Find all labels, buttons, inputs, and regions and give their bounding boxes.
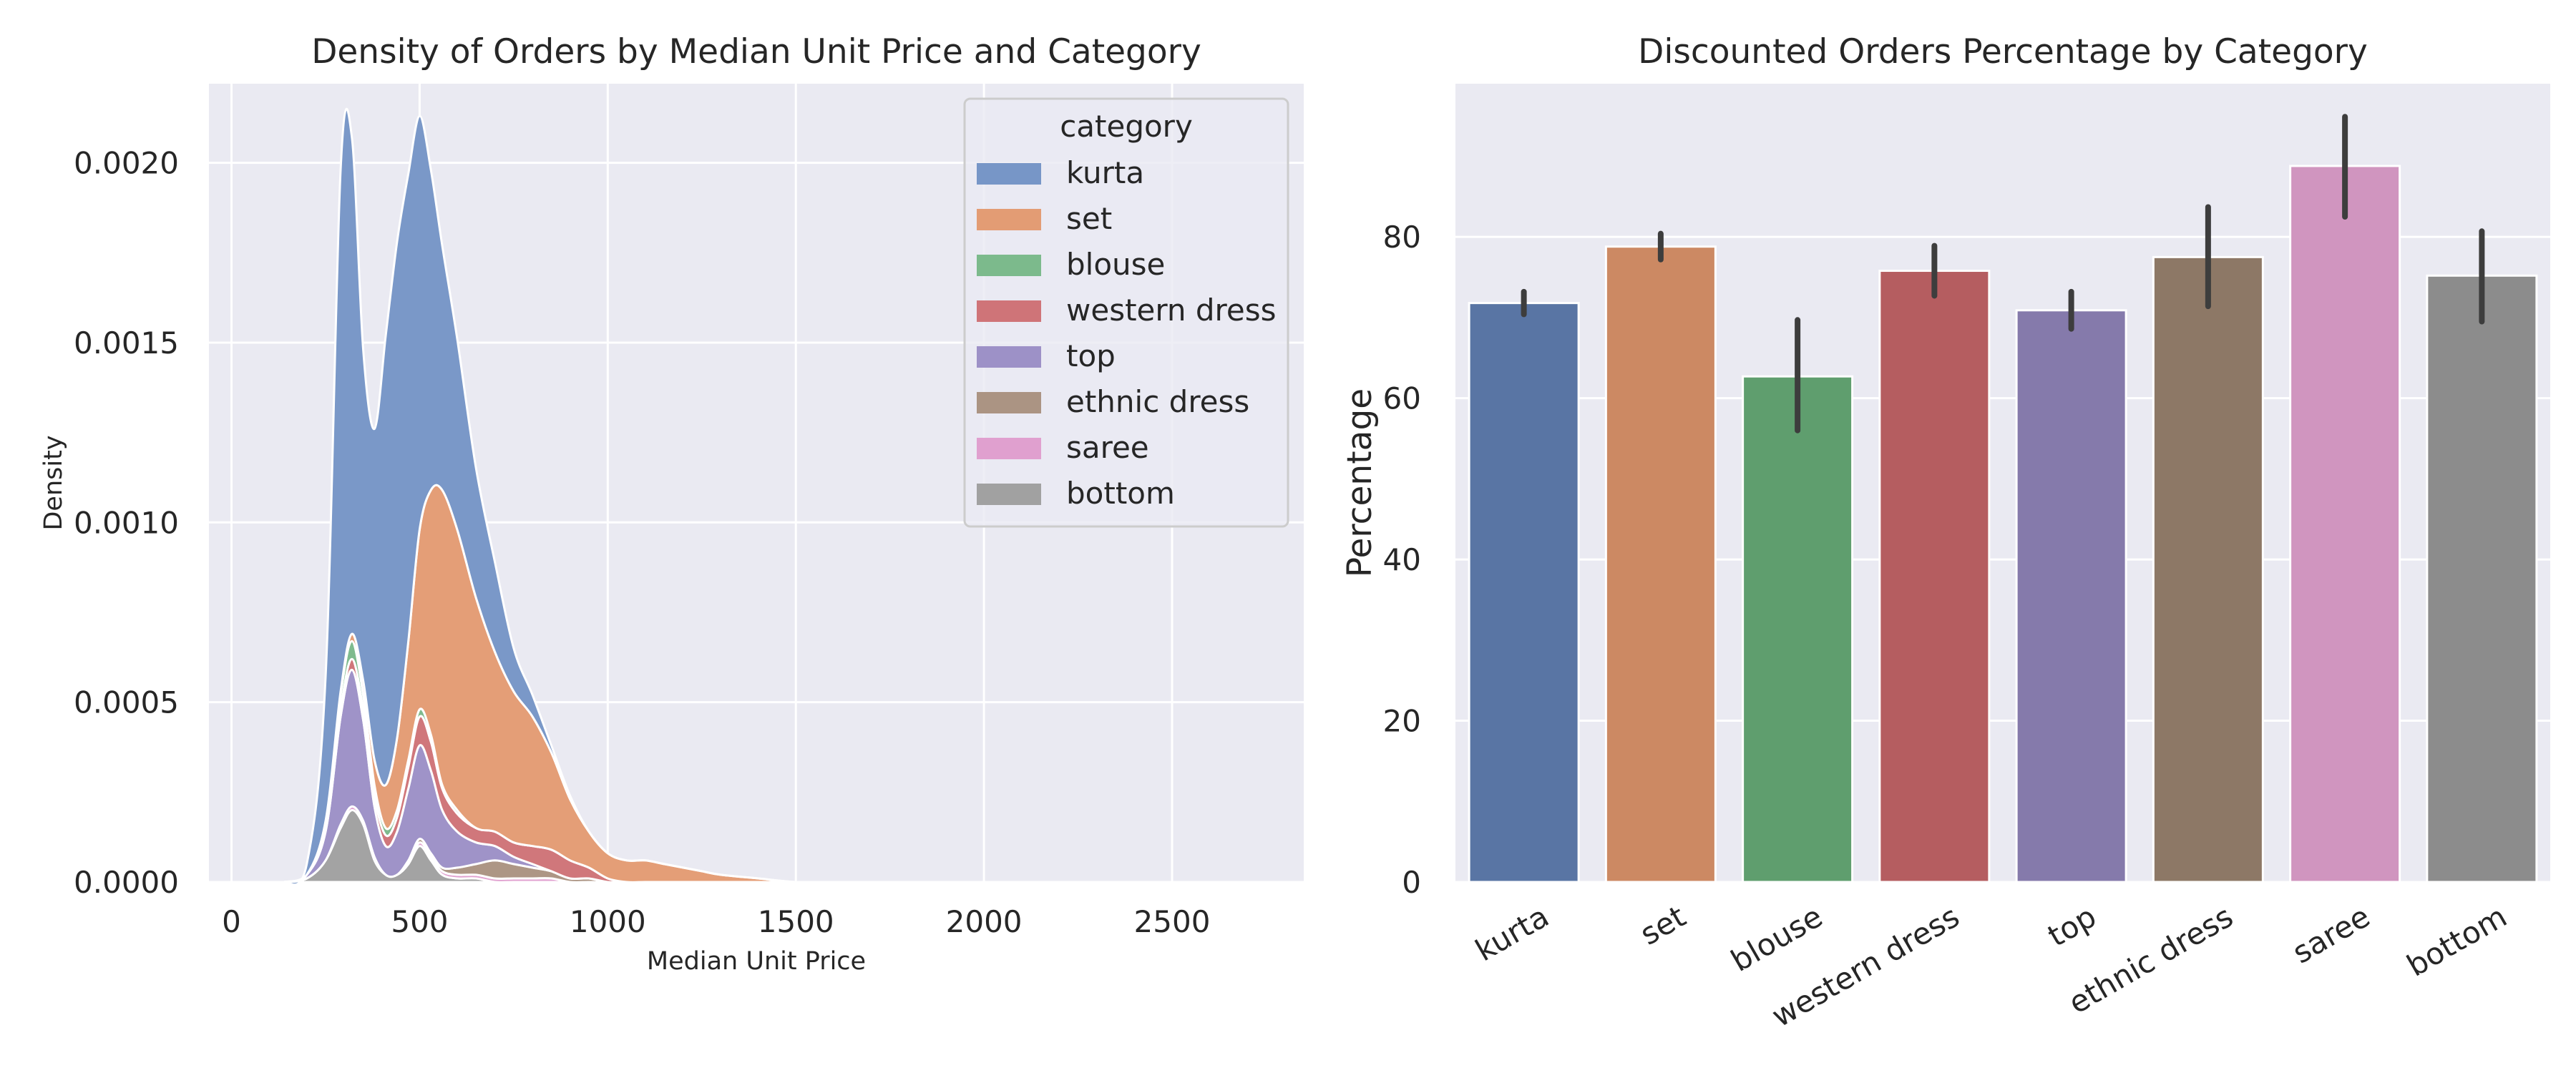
density-areas <box>283 107 985 886</box>
legend-label: top <box>1066 338 1116 373</box>
bar-blouse <box>1742 375 1854 883</box>
legend-label: saree <box>1066 430 1149 465</box>
bar-set <box>1604 245 1717 883</box>
legend-swatch-ethnic-dress <box>977 392 1041 413</box>
density-chart-title: Density of Orders by Median Unit Price a… <box>311 32 1201 72</box>
legend-swatch-saree <box>977 438 1041 459</box>
legend-swatch-blouse <box>977 255 1041 276</box>
y-tick-label: 60 <box>1383 381 1421 416</box>
density-legend: category kurta set blouse western dress top e… <box>963 97 1289 528</box>
legend-label: blouse <box>1066 247 1165 282</box>
x-tick-label: 1500 <box>758 904 834 939</box>
density-x-axis-label: Median Unit Price <box>647 947 866 976</box>
x-tick-label: 2500 <box>1134 904 1211 939</box>
density-chart: 0 500 1000 1500 2000 2500 0.00000.00050.00100… <box>39 32 1304 976</box>
y-tick-label: 40 <box>1383 542 1421 577</box>
y-tick-label: 0.0010 <box>74 505 179 540</box>
x-tick-label: blouse <box>1725 898 1828 979</box>
bar-y-axis-label: Percentage <box>1340 388 1380 577</box>
x-tick-label: 2000 <box>946 904 1023 939</box>
y-tick-label: 80 <box>1383 220 1421 255</box>
x-tick-label: 500 <box>391 904 448 939</box>
x-tick-label: 0 <box>222 904 241 939</box>
x-tick-label: bottom <box>2401 898 2512 983</box>
bar-bottom <box>2426 274 2538 883</box>
legend-label: bottom <box>1066 476 1175 511</box>
x-tick-label: set <box>1634 898 1692 952</box>
legend-entries: kurta set blouse western dress top ethnic dre… <box>977 155 1277 511</box>
legend-label: ethnic dress <box>1066 384 1249 419</box>
x-tick-label: saree <box>2286 898 2376 970</box>
y-tick-label: 0 <box>1402 865 1421 900</box>
x-tick-label: top <box>2042 898 2102 954</box>
bar-chart-title: Discounted Orders Percentage by Category <box>1638 32 2368 72</box>
bar-top <box>2015 309 2127 883</box>
bar-ethnic-dress <box>2152 255 2264 883</box>
density-x-ticks: 0 500 1000 1500 2000 2500 <box>222 904 1210 939</box>
legend-swatch-western-dress <box>977 300 1041 322</box>
x-tick-label: 1000 <box>570 904 646 939</box>
legend-label: kurta <box>1066 155 1144 190</box>
bar-y-ticks: 0 20 40 60 80 <box>1383 220 1421 900</box>
legend-swatch-bottom <box>977 484 1041 505</box>
bar-kurta <box>1468 302 1580 883</box>
legend-swatch-set <box>977 209 1041 230</box>
density-area-kurta <box>283 107 985 886</box>
legend-label: western dress <box>1066 293 1277 328</box>
y-tick-label: 20 <box>1383 704 1421 739</box>
bar-error-bars <box>1521 114 2485 433</box>
y-tick-label: 0.0015 <box>74 325 179 361</box>
x-tick-label: kurta <box>1470 898 1555 968</box>
density-y-axis-label: Density <box>39 435 68 530</box>
bar-western-dress <box>1878 270 1991 883</box>
y-tick-label: 0.0020 <box>74 146 179 181</box>
bar-saree <box>2289 165 2401 883</box>
legend-swatch-kurta <box>977 163 1041 185</box>
legend-title: category <box>1060 109 1193 144</box>
density-y-ticks: 0.0000 0.0005 0.0010 0.0015 0.0020 <box>74 146 179 900</box>
legend-frame <box>963 97 1289 528</box>
legend-swatch-top <box>977 346 1041 368</box>
y-tick-label: 0.0000 <box>74 865 179 900</box>
y-tick-label: 0.0005 <box>74 685 179 720</box>
bar-series <box>1468 165 2538 883</box>
legend-label: set <box>1066 201 1112 236</box>
